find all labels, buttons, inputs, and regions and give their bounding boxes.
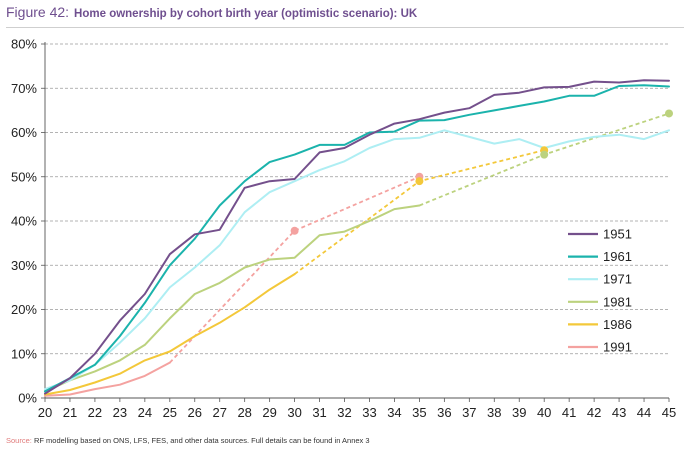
x-tick-label: 41 [562, 405, 576, 420]
marker-1981 [540, 150, 549, 159]
marker-1991 [290, 226, 299, 235]
x-tick-label: 23 [113, 405, 127, 420]
series-projection-1981 [419, 112, 670, 207]
y-tick-label: 40% [11, 214, 37, 229]
y-tick-label: 20% [11, 302, 37, 317]
series-line-1986 [44, 273, 296, 396]
header-divider [6, 27, 684, 28]
x-tick-label: 45 [662, 405, 676, 420]
legend-label-1986: 1986 [603, 317, 632, 332]
x-tick-label: 37 [462, 405, 476, 420]
legend: 1951 1961 1971 1981 1986 1991 [568, 227, 632, 355]
series-line-1961 [44, 84, 670, 393]
source-text: RF modelling based on ONS, LFS, FES, and… [33, 436, 370, 445]
legend-label-1981: 1981 [603, 294, 632, 309]
x-tick-label: 21 [63, 405, 77, 420]
x-tick-label: 26 [188, 405, 202, 420]
x-tick-label: 32 [337, 405, 351, 420]
legend-label-1961: 1961 [603, 249, 632, 264]
y-tick-label: 30% [11, 258, 37, 273]
chart-title: Home ownership by cohort birth year (opt… [74, 8, 418, 20]
line-chart: 0% 10% 20% 30% 40% 50% 60% 70% 80% 20 21 22 23 24 25 26… [11, 37, 676, 421]
marker-1986 [415, 177, 424, 186]
y-tick-label: 70% [11, 81, 37, 96]
axes: 0% 10% 20% 30% 40% 50% 60% 70% 80% 20 21 22 23 24 25 26… [11, 37, 676, 421]
x-tick-label: 35 [412, 405, 426, 420]
x-tick-label: 24 [138, 405, 152, 420]
x-tick-label: 38 [487, 405, 501, 420]
source-note: Source: RF modelling based on ONS, LFS, … [6, 436, 370, 445]
series-projection-1986 [294, 149, 545, 275]
gridlines [45, 43, 669, 355]
source-label: Source: [6, 436, 32, 445]
figure-label: Figure 42: [6, 4, 70, 20]
x-tick-label: 36 [437, 405, 451, 420]
x-tick-label: 22 [88, 405, 102, 420]
y-tick-label: 80% [11, 37, 37, 52]
x-tick-label: 20 [38, 405, 52, 420]
x-tick-label: 39 [512, 405, 526, 420]
x-tick-label: 34 [387, 405, 401, 420]
y-tick-label: 0% [18, 391, 37, 406]
x-tick-label: 43 [612, 405, 626, 420]
x-tick-label: 33 [362, 405, 376, 420]
x-tick-label: 44 [637, 405, 651, 420]
legend-label-1991: 1991 [603, 340, 632, 355]
y-tick-label: 50% [11, 169, 37, 184]
series-projection-1991 [169, 175, 420, 364]
projection-markers [290, 109, 673, 235]
y-tick-label: 10% [11, 346, 37, 361]
x-tick-label: 40 [537, 405, 551, 420]
legend-label-1971: 1971 [603, 272, 632, 287]
y-tick-label: 60% [11, 125, 37, 140]
x-tick-label: 30 [287, 405, 301, 420]
x-tick-label: 29 [262, 405, 276, 420]
figure-header: Figure 42: Home ownership by cohort birt… [6, 4, 417, 26]
series-line-1991 [44, 361, 171, 397]
legend-label-1951: 1951 [603, 227, 632, 242]
series-line-1971 [44, 129, 670, 391]
x-tick-label: 25 [163, 405, 177, 420]
x-tick-label: 27 [212, 405, 226, 420]
marker-1981 [665, 109, 673, 118]
x-tick-label: 28 [237, 405, 251, 420]
series-line-1951 [44, 79, 670, 395]
x-tick-label: 42 [587, 405, 601, 420]
x-tick-label: 31 [312, 405, 326, 420]
series-line-1981 [44, 204, 421, 393]
series-lines [44, 79, 670, 397]
